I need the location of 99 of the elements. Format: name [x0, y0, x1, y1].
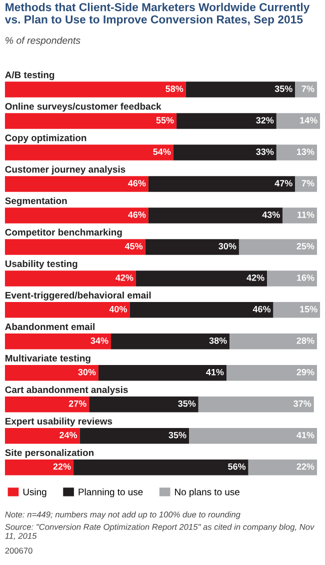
bar — [98, 365, 226, 381]
data-label: 28% — [296, 337, 314, 344]
bar — [189, 428, 318, 444]
chart-title: Methods that Client-Side Marketers Worldwide Currently vs. Plan to Use to Improve Conversion Rates, Sep 2015 — [4, 2, 310, 26]
data-label: 15% — [300, 306, 318, 312]
bar — [4, 302, 130, 318]
source-note: Source: "Conversion Rate Optimization Report 2015" as cited in company blog, Nov 11, 2015 — [5, 524, 315, 540]
y-tick-label: Copy optimization — [5, 134, 86, 144]
data-label: 7% — [302, 180, 314, 186]
data-label: 56% — [228, 463, 246, 470]
y-tick-label: Site personalization — [5, 449, 94, 458]
legend-label: Planning to use — [78, 488, 143, 498]
bar — [145, 239, 239, 255]
data-label: 27% — [68, 400, 86, 407]
text: 200670 — [5, 548, 32, 554]
bar — [276, 113, 320, 129]
data-label: 33% — [256, 148, 274, 155]
data-label: 16% — [297, 274, 314, 281]
y-tick-label: Abandonment email — [5, 323, 94, 330]
data-label: 24% — [60, 432, 78, 438]
bar — [111, 334, 230, 350]
bar — [226, 365, 318, 381]
y-tick-label: Cart abandonment analysis — [5, 386, 128, 395]
bar — [4, 396, 90, 412]
data-label: 46% — [128, 180, 146, 186]
bar — [4, 459, 74, 476]
bar — [136, 270, 268, 286]
bar — [238, 239, 318, 255]
data-label: 34% — [90, 337, 108, 344]
bar — [4, 365, 99, 381]
data-label: 42% — [246, 274, 264, 281]
bar — [4, 144, 174, 160]
y-tick-label: A/B testing — [5, 71, 54, 80]
chart-subtitle: % of respondents — [6, 36, 80, 46]
y-tick-label: Multivariate testing — [6, 354, 90, 364]
bar — [4, 428, 80, 444]
data-label: 42% — [116, 274, 134, 281]
bar — [4, 82, 186, 98]
bar — [230, 334, 318, 350]
y-tick-label: Event-triggered/behavioral email — [6, 292, 151, 300]
text: Note: n=449; numbers may not add up to 100% due to rounding — [5, 511, 240, 520]
bar — [282, 208, 318, 224]
data-label: 32% — [256, 117, 274, 124]
bar — [273, 302, 320, 318]
data-label: 37% — [294, 400, 312, 407]
bar — [248, 459, 318, 476]
bar — [130, 302, 274, 318]
data-label: 54% — [153, 148, 171, 155]
data-label: 30% — [218, 242, 236, 250]
data-label: 55% — [156, 117, 174, 124]
y-tick-label: Competitor benchmarking — [5, 228, 122, 238]
data-label: 13% — [297, 148, 314, 155]
data-label: 35% — [274, 86, 292, 92]
data-label: 25% — [296, 242, 314, 250]
data-label: 22% — [53, 463, 71, 470]
bar — [4, 239, 146, 255]
data-label: 11% — [298, 212, 314, 218]
bar — [4, 113, 177, 129]
data-label: 30% — [78, 368, 96, 376]
bar — [186, 82, 296, 98]
y-tick-label: Usability testing — [5, 260, 78, 269]
data-label: 45% — [124, 243, 143, 250]
data-label: 14% — [300, 117, 318, 124]
bar — [173, 144, 276, 160]
legend-label: No plans to use — [175, 488, 240, 498]
bar — [148, 176, 296, 192]
data-label: 41% — [296, 432, 314, 438]
data-label: 35% — [178, 400, 196, 407]
y-tick-label: Customer journey analysis — [5, 166, 126, 175]
data-label: 35% — [168, 432, 186, 438]
data-label: 41% — [206, 368, 224, 376]
bar — [4, 208, 148, 224]
bar — [198, 396, 314, 412]
bar — [4, 270, 136, 286]
data-label: 47% — [274, 180, 292, 186]
data-label: 29% — [296, 368, 314, 376]
data-label: 22% — [296, 463, 314, 470]
data-label: 58% — [166, 86, 184, 92]
bar — [295, 82, 318, 98]
bar — [276, 144, 318, 160]
data-label: 46% — [252, 306, 271, 312]
legend-label: Using — [23, 488, 46, 498]
bar — [4, 176, 148, 192]
data-label: 43% — [262, 212, 280, 218]
data-label: 40% — [109, 306, 127, 312]
y-tick-label: Online surveys/customer feedback — [5, 102, 162, 112]
y-tick-label: Segmentation — [5, 197, 67, 206]
bar — [148, 208, 283, 224]
data-label: 46% — [128, 212, 146, 218]
data-label: 7% — [302, 86, 314, 92]
bar — [4, 334, 111, 350]
bar — [74, 459, 248, 476]
bar — [89, 396, 198, 412]
data-label: 38% — [209, 337, 227, 344]
bar — [267, 270, 318, 286]
bar — [80, 428, 190, 444]
bar — [176, 113, 276, 129]
y-tick-label: Expert usability reviews — [6, 418, 112, 426]
bar — [295, 176, 318, 192]
